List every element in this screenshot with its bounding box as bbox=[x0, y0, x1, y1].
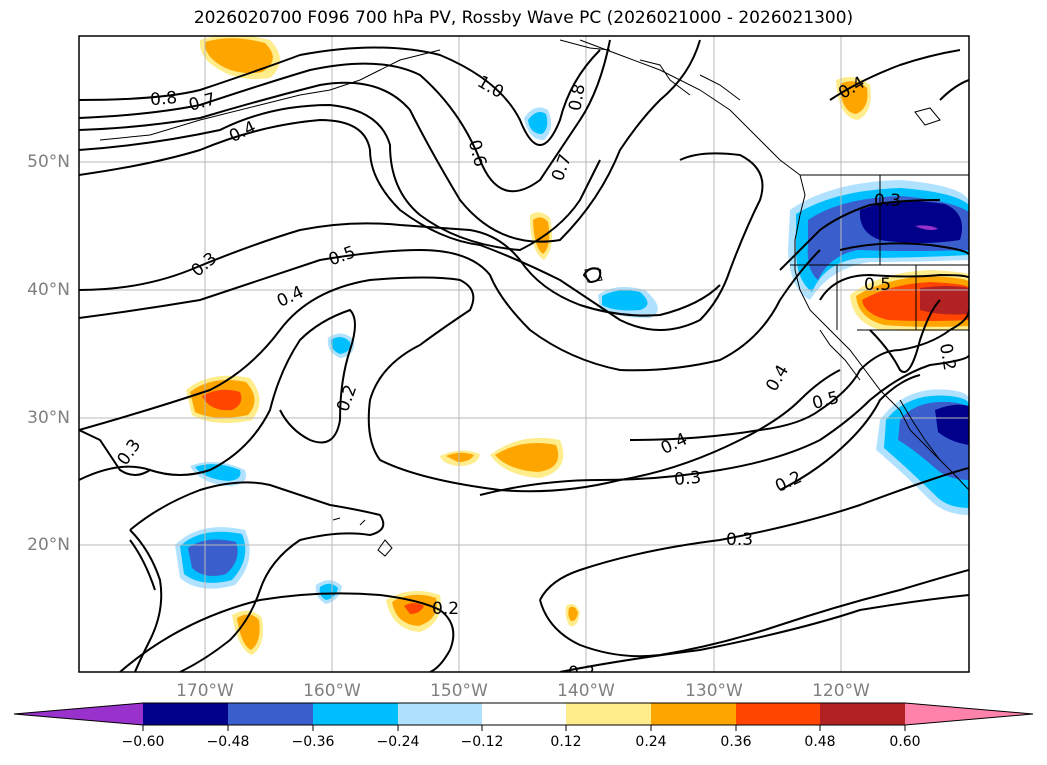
contour-label: 0.2 bbox=[432, 599, 459, 619]
pv-contours bbox=[79, 39, 969, 672]
contour-label: 0.8 bbox=[565, 82, 589, 112]
colorbar-bin bbox=[313, 703, 398, 725]
colorbar-bin bbox=[736, 703, 820, 725]
lat-label-40n: 40°N bbox=[27, 280, 70, 300]
colorbar-tick-label: −0.60 bbox=[121, 734, 165, 750]
contour-label: 0.3 bbox=[874, 191, 901, 211]
lon-label-140w: 140°W bbox=[557, 681, 615, 701]
colorbar-bin bbox=[820, 703, 905, 725]
pv-shading bbox=[175, 36, 969, 655]
lat-label-50n: 50°N bbox=[27, 152, 70, 172]
colorbar-bin bbox=[398, 703, 482, 725]
contour-label: 0.2 bbox=[333, 382, 361, 414]
contour-label: 0.4 bbox=[762, 362, 793, 395]
graticule bbox=[79, 36, 969, 672]
colorbar-tick-label: 0.36 bbox=[720, 734, 752, 750]
contour-label: 0.6 bbox=[464, 138, 490, 169]
map-frame bbox=[78, 35, 970, 673]
colorbar-min-extension bbox=[14, 703, 143, 725]
borders bbox=[790, 174, 969, 331]
contour-label: 0.5 bbox=[326, 242, 358, 270]
lat-label-20n: 20°N bbox=[27, 535, 70, 555]
contour-label: 0.4 bbox=[226, 117, 259, 147]
contour-label: 0.8 bbox=[149, 88, 178, 110]
colorbar-tick-label: −0.36 bbox=[291, 734, 335, 750]
contour-label: 0.4 bbox=[658, 429, 691, 459]
colorbar-bin bbox=[143, 703, 228, 725]
lon-label-150w: 150°W bbox=[430, 681, 488, 701]
colorbar-tick-label: 0.48 bbox=[804, 734, 836, 750]
lon-label-170w: 170°W bbox=[176, 681, 234, 701]
colorbar-tick-label: −0.12 bbox=[460, 734, 504, 750]
contour-label: 0.3 bbox=[673, 468, 702, 490]
contour-label: 0.2 bbox=[568, 663, 595, 683]
contour-label: 0.5 bbox=[864, 275, 891, 295]
contour-label: 0.2 bbox=[772, 467, 805, 497]
colorbar-bin bbox=[482, 703, 566, 725]
lon-label-130w: 130°W bbox=[685, 681, 743, 701]
map-plot-area: 0.8 0.7 0.4 1.0 0.8 0.6 0.7 0.4 0.3 0.5 … bbox=[79, 36, 969, 683]
contour-label: 1.0 bbox=[474, 72, 507, 103]
colorbar-tick-label: 0.12 bbox=[550, 734, 582, 750]
colorbar-tick-label: 0.24 bbox=[635, 734, 667, 750]
contour-label: 0.3 bbox=[726, 530, 753, 550]
contour-label: 0.3 bbox=[188, 248, 222, 281]
contour-label: 0.5 bbox=[810, 388, 841, 414]
colorbar-tick-label: 0.60 bbox=[889, 734, 921, 750]
contour-label: 0.3 bbox=[113, 436, 145, 470]
lon-label-120w: 120°W bbox=[812, 681, 870, 701]
colorbar-bin bbox=[566, 703, 651, 725]
coastlines bbox=[99, 39, 969, 557]
colorbar bbox=[13, 702, 1034, 731]
contour-label: 0.7 bbox=[187, 89, 218, 115]
colorbar-max-extension bbox=[905, 703, 1033, 725]
colorbar-bin bbox=[651, 703, 736, 725]
contour-label: 0.7 bbox=[548, 152, 576, 184]
colorbar-tick-label: −0.48 bbox=[206, 734, 250, 750]
lon-label-160w: 160°W bbox=[303, 681, 361, 701]
colorbar-tick-label: −0.24 bbox=[376, 734, 420, 750]
contour-label: 0.2 bbox=[935, 342, 959, 372]
colorbar-bin bbox=[228, 703, 313, 725]
map-title: 2026020700 F096 700 hPa PV, Rossby Wave … bbox=[193, 8, 854, 28]
lat-label-30n: 30°N bbox=[27, 408, 70, 428]
